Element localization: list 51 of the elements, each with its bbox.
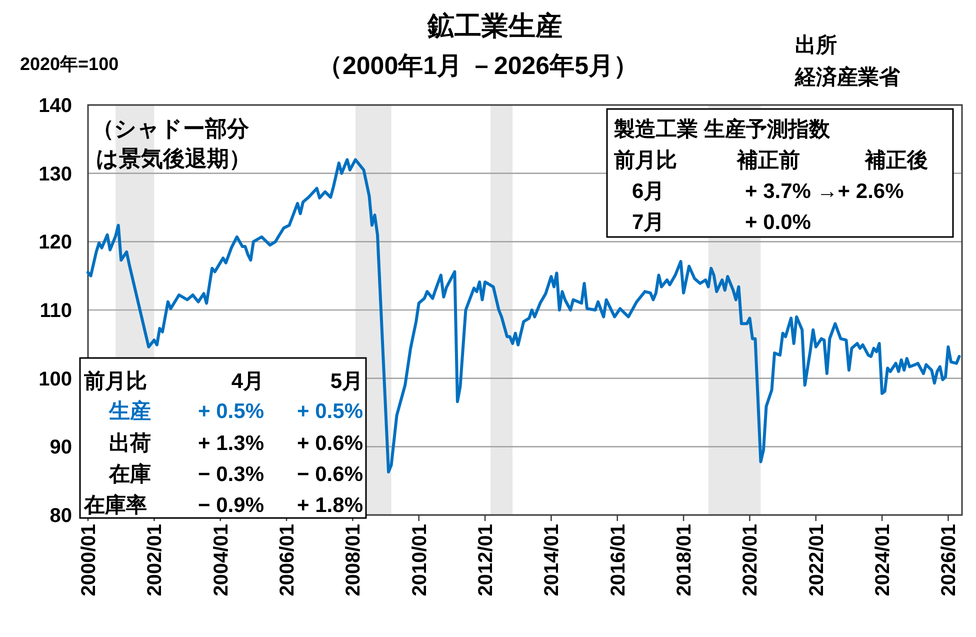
annotation: 在庫率 <box>83 493 147 517</box>
y-tick-label: 130 <box>38 163 72 186</box>
x-tick-label: 2006/01 <box>276 524 299 596</box>
annotation: + 1.8% <box>297 494 364 517</box>
text: 出所 <box>795 34 837 57</box>
x-tick-label: 2002/01 <box>144 524 166 596</box>
annotation: （シャドー部分 <box>92 116 250 141</box>
annotation: + 0.0% <box>745 211 812 234</box>
x-tick-label: 2000/01 <box>78 524 100 596</box>
y-axis-title: 2020年=100 <box>20 54 119 74</box>
text: 経済産業省 <box>794 65 901 89</box>
y-tick-label: 100 <box>38 368 72 390</box>
annotation: + 0.5% <box>297 400 364 423</box>
annotation: 5月 <box>330 370 363 393</box>
annotation: + 0.5% <box>198 400 264 423</box>
y-tick-label: 110 <box>40 300 72 322</box>
annotation: + 0.6% <box>297 432 364 455</box>
y-tick-label: 140 <box>38 95 72 117</box>
x-tick-label: 2022/01 <box>806 524 828 596</box>
x-tick-label: 2012/01 <box>475 524 498 596</box>
chart-subtitle: （2000年1月 －2026年5月） <box>318 52 638 80</box>
y-tick-label: 120 <box>38 232 72 254</box>
x-tick-label: 2008/01 <box>342 524 365 596</box>
x-tick-label: 2016/01 <box>607 524 630 596</box>
y-tick-label: 90 <box>50 436 72 459</box>
chart-title: 鉱工業生産 <box>426 11 562 41</box>
annotation: 生産 <box>108 399 151 423</box>
annotation: − 0.9% <box>198 494 264 517</box>
x-tick-label: 2024/01 <box>872 524 894 596</box>
annotation: − 0.6% <box>297 463 364 486</box>
annotation: 在庫 <box>108 462 151 486</box>
annotation: + 1.3% <box>198 432 264 455</box>
annotation: + 3.7% →+ 2.6% <box>745 180 904 203</box>
x-tick-label: 2014/01 <box>541 524 564 596</box>
annotation: − 0.3% <box>198 463 264 486</box>
x-tick-label: 2020/01 <box>740 524 762 596</box>
annotation: 前月比 <box>613 149 677 172</box>
annotation: 前月比 <box>83 370 147 393</box>
annotation: 補正前 <box>736 148 800 172</box>
y-tick-label: 80 <box>50 505 72 527</box>
annotation: 出荷 <box>109 432 151 455</box>
x-tick-label: 2026/01 <box>938 524 960 596</box>
annotation: 7月 <box>632 211 665 234</box>
x-tick-label: 2004/01 <box>210 524 232 596</box>
x-tick-label: 2010/01 <box>408 524 431 596</box>
annotation: 4月 <box>231 370 264 393</box>
annotation: は景気後退期） <box>96 146 251 171</box>
x-tick-label: 2018/01 <box>674 524 696 596</box>
annotation: 補正後 <box>864 148 928 172</box>
annotation: 製造工業 生産予測指数 <box>613 117 831 141</box>
annotation: 6月 <box>632 180 665 203</box>
